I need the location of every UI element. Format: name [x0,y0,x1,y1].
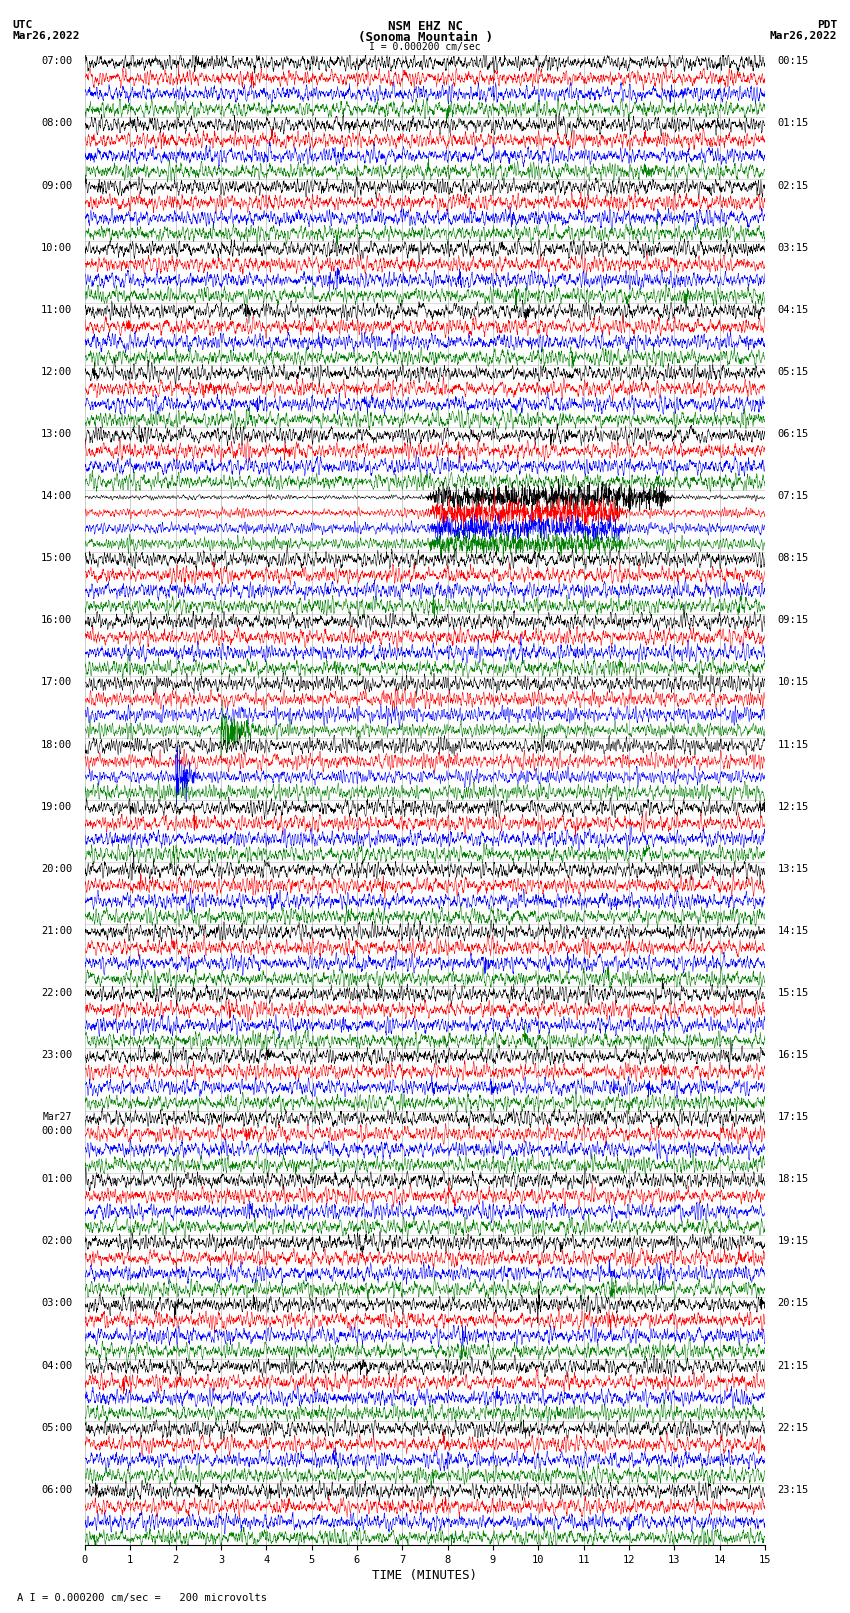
Text: 22:15: 22:15 [778,1423,809,1432]
Text: NSM EHZ NC: NSM EHZ NC [388,19,462,34]
Text: 14:15: 14:15 [778,926,809,936]
Text: UTC: UTC [13,19,33,31]
Text: 18:15: 18:15 [778,1174,809,1184]
Text: 19:15: 19:15 [778,1236,809,1247]
Text: 06:00: 06:00 [41,1484,72,1495]
Text: 13:15: 13:15 [778,863,809,874]
Text: 19:00: 19:00 [41,802,72,811]
Text: 12:15: 12:15 [778,802,809,811]
Text: 21:15: 21:15 [778,1360,809,1371]
Text: 03:15: 03:15 [778,242,809,253]
Text: Mar26,2022: Mar26,2022 [13,31,80,40]
Text: 05:00: 05:00 [41,1423,72,1432]
Text: 01:00: 01:00 [41,1174,72,1184]
Text: 02:00: 02:00 [41,1236,72,1247]
Text: 12:00: 12:00 [41,366,72,377]
Text: 17:15: 17:15 [778,1111,809,1123]
Text: I = 0.000200 cm/sec: I = 0.000200 cm/sec [369,42,481,52]
Text: 05:15: 05:15 [778,366,809,377]
Text: 16:00: 16:00 [41,615,72,626]
Text: 15:15: 15:15 [778,987,809,998]
Text: 06:15: 06:15 [778,429,809,439]
Text: Mar27: Mar27 [43,1111,72,1123]
Text: A I = 0.000200 cm/sec =   200 microvolts: A I = 0.000200 cm/sec = 200 microvolts [17,1594,267,1603]
Text: 23:00: 23:00 [41,1050,72,1060]
X-axis label: TIME (MINUTES): TIME (MINUTES) [372,1569,478,1582]
Text: 08:00: 08:00 [41,118,72,129]
Text: (Sonoma Mountain ): (Sonoma Mountain ) [358,31,492,44]
Text: 20:15: 20:15 [778,1298,809,1308]
Text: PDT: PDT [817,19,837,31]
Text: 17:00: 17:00 [41,677,72,687]
Text: 11:15: 11:15 [778,739,809,750]
Text: 18:00: 18:00 [41,739,72,750]
Text: 07:15: 07:15 [778,490,809,502]
Text: 02:15: 02:15 [778,181,809,190]
Text: 23:15: 23:15 [778,1484,809,1495]
Text: 00:00: 00:00 [41,1126,72,1136]
Text: 09:15: 09:15 [778,615,809,626]
Text: 04:15: 04:15 [778,305,809,315]
Text: 14:00: 14:00 [41,490,72,502]
Text: 00:15: 00:15 [778,56,809,66]
Text: 20:00: 20:00 [41,863,72,874]
Text: 22:00: 22:00 [41,987,72,998]
Text: 15:00: 15:00 [41,553,72,563]
Text: 10:15: 10:15 [778,677,809,687]
Text: 01:15: 01:15 [778,118,809,129]
Text: 16:15: 16:15 [778,1050,809,1060]
Text: 07:00: 07:00 [41,56,72,66]
Text: 10:00: 10:00 [41,242,72,253]
Text: 03:00: 03:00 [41,1298,72,1308]
Text: 13:00: 13:00 [41,429,72,439]
Text: 21:00: 21:00 [41,926,72,936]
Text: 11:00: 11:00 [41,305,72,315]
Text: 08:15: 08:15 [778,553,809,563]
Text: 04:00: 04:00 [41,1360,72,1371]
Text: Mar26,2022: Mar26,2022 [770,31,837,40]
Text: 09:00: 09:00 [41,181,72,190]
